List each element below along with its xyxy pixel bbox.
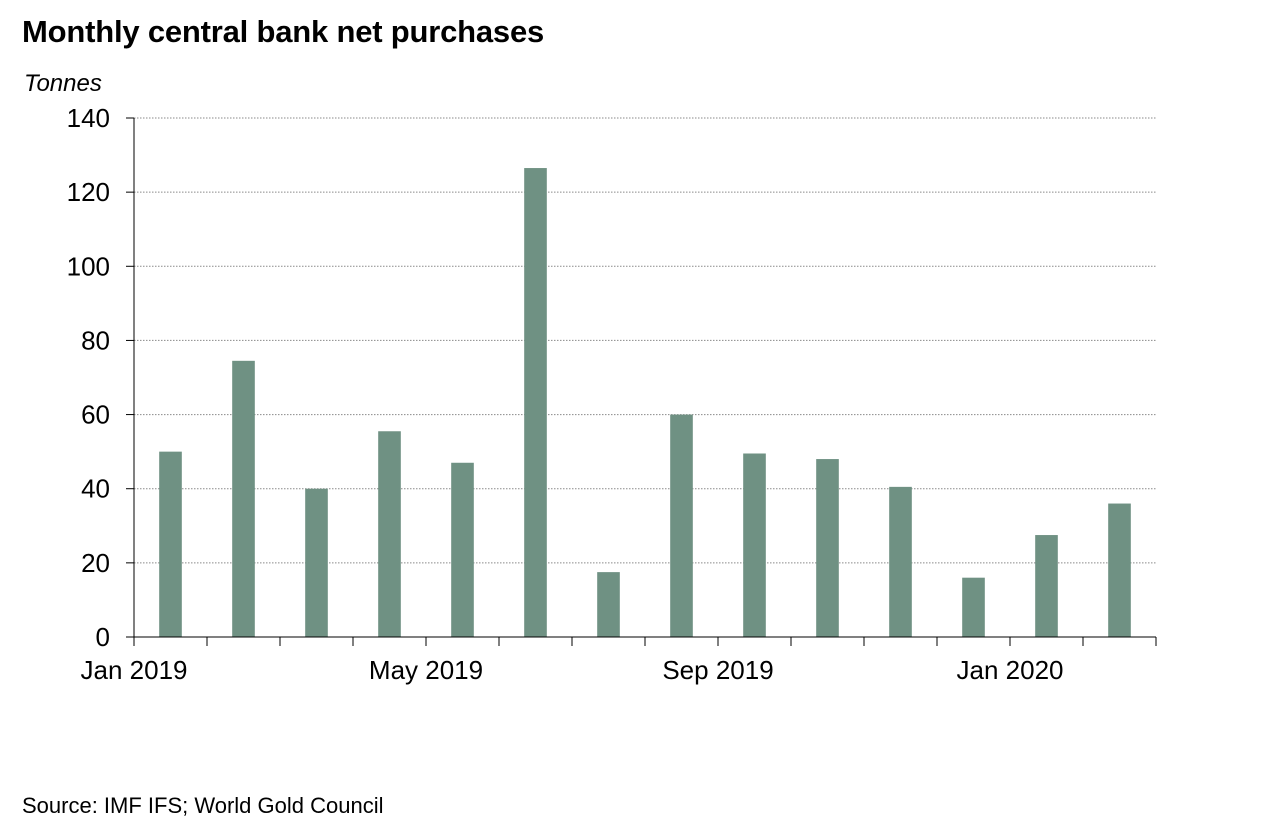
y-tick-label: 80 [81,325,110,355]
x-tick-label: Jan 2019 [81,655,188,685]
bar-apr-2019 [378,431,401,637]
bar-jan-2020 [1035,535,1058,637]
bars [159,168,1131,637]
axes [126,117,1157,646]
chart-title: Monthly central bank net purchases [22,14,545,49]
bar-aug-2019 [670,414,693,637]
y-tick-label: 40 [81,474,110,504]
y-tick-label: 0 [96,622,110,652]
bar-may-2019 [451,462,474,637]
x-tick-label: Jan 2020 [957,655,1064,685]
x-tick-label: May 2019 [369,655,483,685]
y-axis-unit-label: Tonnes [24,70,102,97]
bar-oct-2019 [816,459,839,637]
y-tick-label: 140 [67,103,110,133]
y-tick-label: 20 [81,548,110,578]
bar-dec-2019 [962,577,985,637]
bar-jul-2019 [597,572,620,637]
y-tick-label: 120 [67,177,110,207]
source-note: Source: IMF IFS; World Gold Council [22,793,384,818]
bar-feb-2020 [1108,503,1131,637]
bar-mar-2019 [305,488,328,637]
x-tick-label: Sep 2019 [662,655,773,685]
tick-labels: 0 20 40 60 80 100 120 140 Jan 2019 May 2019 Sep 20… [67,103,1064,685]
bar-feb-2019 [232,360,255,637]
bar-jun-2019 [524,168,547,637]
y-tick-label: 60 [81,400,110,430]
gridlines [134,117,1156,564]
y-tick-label: 100 [67,251,110,281]
bar-sep-2019 [743,453,766,637]
bar-nov-2019 [889,486,912,637]
bar-jan-2019 [159,451,182,637]
